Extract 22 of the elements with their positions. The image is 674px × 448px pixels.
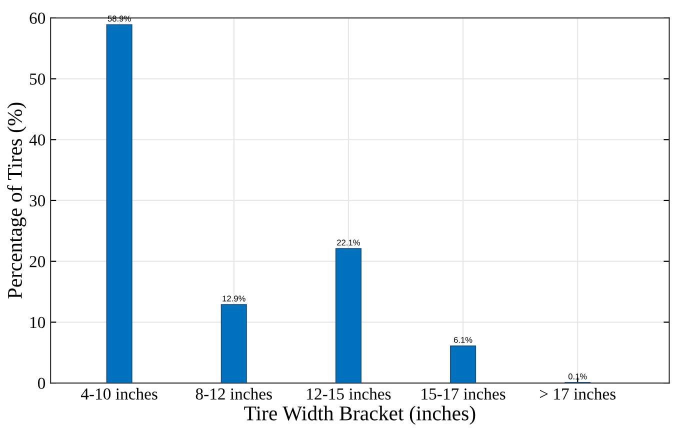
y-tick-label: 0 — [38, 378, 46, 389]
bar — [220, 304, 247, 384]
y-tick-label: 30 — [30, 195, 46, 206]
bar — [335, 248, 362, 384]
x-tick-label: > 17 inches — [540, 388, 616, 400]
x-tick-label: 4-10 inches — [80, 388, 158, 400]
y-tick-label: 10 — [30, 316, 46, 328]
y-tick-label: 20 — [30, 256, 46, 268]
y-tick-label: 40 — [29, 134, 46, 146]
x-tick-label: 15-17 inches — [422, 388, 506, 400]
y-axis-title: Percentage of Tires (%) — [7, 102, 26, 299]
x-tick-label: 12-15 inches — [307, 388, 391, 400]
data-label: 22.1% — [337, 240, 360, 246]
bar — [106, 24, 132, 384]
y-tick-label: 50 — [30, 73, 46, 85]
bar — [450, 346, 476, 384]
x-axis-title: Tire Width Bracket (inches) — [244, 406, 476, 425]
data-label: 6.1% — [454, 336, 472, 343]
data-label: 12.9% — [222, 296, 246, 302]
x-tick-label: 8-12 inches — [196, 388, 272, 400]
y-tick-label: 60 — [30, 12, 46, 24]
data-label: 0.1% — [568, 373, 587, 380]
